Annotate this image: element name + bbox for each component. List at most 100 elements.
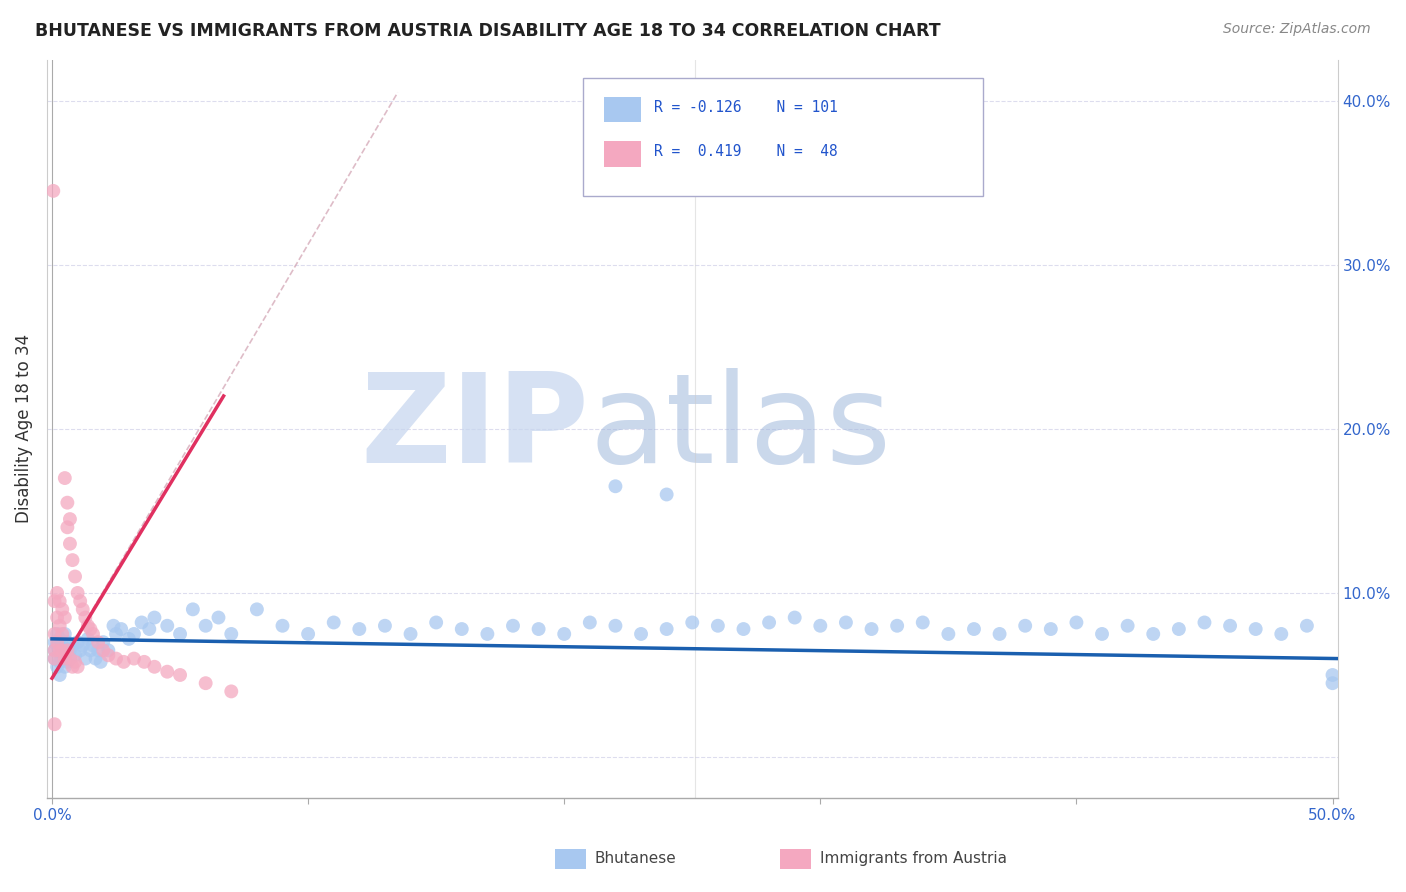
Point [194,619,217,633]
Point [87,635,110,649]
Point [1167,622,1189,636]
Point [156,619,179,633]
Point [1322,668,1344,682]
Text: BHUTANESE VS IMMIGRANTS FROM AUSTRIA DISABILITY AGE 18 TO 34 CORRELATION CHART: BHUTANESE VS IMMIGRANTS FROM AUSTRIA DIS… [35,22,941,40]
Point [44,635,66,649]
Point [82,639,104,653]
Point [97,648,120,663]
Point [860,622,883,636]
Point [66,635,89,649]
Point [97,643,120,657]
Point [988,627,1011,641]
Point [349,622,371,636]
Point [681,615,703,630]
Point [156,665,179,679]
Point [219,684,242,698]
Point [72,602,94,616]
Point [82,627,104,641]
Point [44,643,66,657]
Point [51,651,73,665]
Point [143,610,166,624]
Point [62,553,84,567]
Point [1296,619,1319,633]
Point [91,635,114,649]
Point [53,643,76,657]
Point [63,655,86,669]
Point [138,622,160,636]
Point [63,648,86,663]
Point [79,643,101,657]
Point [399,627,422,641]
Text: R = -0.126    N = 101: R = -0.126 N = 101 [654,100,838,115]
Point [53,660,76,674]
Point [194,676,217,690]
Point [62,660,84,674]
Point [219,627,242,641]
Point [733,622,755,636]
Point [246,602,269,616]
Point [69,594,91,608]
Point [46,660,69,674]
Point [59,512,82,526]
Point [46,639,69,653]
Point [938,627,960,641]
Point [911,615,934,630]
Y-axis label: Disability Age 18 to 34: Disability Age 18 to 34 [15,334,32,524]
Point [59,651,82,665]
Point [1039,622,1062,636]
Point [46,635,69,649]
Point [1219,619,1241,633]
Point [56,643,79,657]
FancyBboxPatch shape [605,96,641,122]
Point [655,622,678,636]
Point [605,479,627,493]
Point [53,610,76,624]
Point [630,627,652,641]
Point [46,627,69,641]
Point [105,627,128,641]
Point [48,619,70,633]
Point [297,627,319,641]
Point [450,622,472,636]
Point [75,610,97,624]
Point [783,610,806,624]
Point [122,651,145,665]
Point [1244,622,1267,636]
Point [44,594,66,608]
Point [79,622,101,636]
Point [48,643,70,657]
Point [886,619,908,633]
Point [808,619,831,633]
Point [44,651,66,665]
Point [48,632,70,646]
Point [425,615,447,630]
Point [579,615,602,630]
Point [53,627,76,641]
Point [527,622,550,636]
Point [66,660,89,674]
Point [69,643,91,657]
Text: R =  0.419    N =  48: R = 0.419 N = 48 [654,145,838,160]
Point [502,619,524,633]
Point [963,622,986,636]
Point [207,610,229,624]
Point [112,655,135,669]
Point [42,184,65,198]
Point [122,627,145,641]
Point [322,615,344,630]
Text: Source: ZipAtlas.com: Source: ZipAtlas.com [1223,22,1371,37]
Point [46,586,69,600]
Point [84,651,107,665]
Point [51,627,73,641]
Point [66,586,89,600]
Text: Bhutanese: Bhutanese [595,851,676,865]
Point [59,651,82,665]
Point [62,639,84,653]
Point [1014,619,1036,633]
Point [374,619,396,633]
Point [76,619,98,633]
Text: atlas: atlas [589,368,891,490]
Point [655,487,678,501]
Point [1116,619,1139,633]
Point [48,655,70,669]
